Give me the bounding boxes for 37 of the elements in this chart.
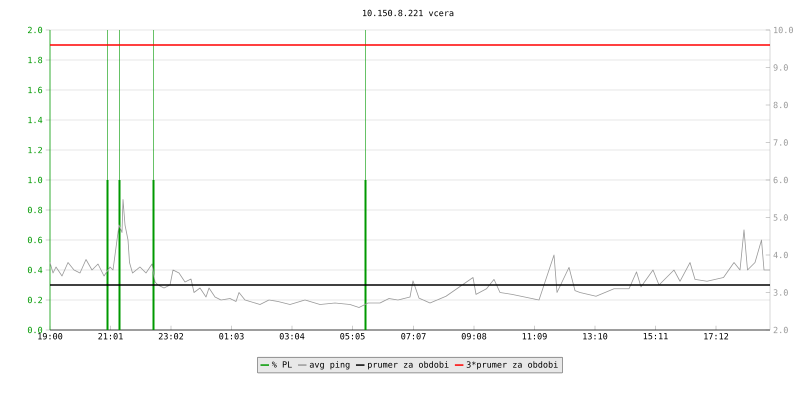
x-tick-label: 07:07 [401, 333, 426, 340]
legend-label: avg ping [310, 361, 350, 370]
y2-tick-label: 2.0 [774, 326, 788, 334]
y-tick-label: 1.0 [28, 176, 42, 184]
x-tick-label: 15:11 [644, 333, 668, 340]
y-tick-label: 2.0 [28, 26, 42, 34]
y-tick-label: 0.0 [28, 326, 42, 334]
x-tick-label: 17:12 [704, 333, 728, 340]
x-tick-label: 21:01 [98, 333, 123, 340]
y-tick-label: 1.8 [28, 56, 42, 64]
y2-tick-label: 8.0 [774, 102, 788, 108]
x-tick-label: 23:02 [158, 333, 184, 340]
x-tick-label: 05:05 [340, 333, 365, 340]
x-tick-label: 01:03 [219, 333, 244, 340]
y2-tick-label: 7.0 [774, 139, 788, 146]
legend-label: prumer za obdobi [368, 361, 449, 370]
x-tick-label: 11:09 [522, 333, 547, 340]
legend-label: 3*prumer za obdobi [466, 361, 558, 370]
x-tick-label: 13:10 [583, 333, 608, 340]
legend-label: % PL [272, 361, 292, 368]
y-tick-label: 0.4 [28, 266, 42, 274]
y2-tick-label: 3.0 [774, 289, 788, 296]
chart-title: 10.150.8.221 vcera [362, 10, 454, 16]
x-tick-label: 19:00 [38, 333, 62, 340]
y-tick-label: 1.4 [28, 116, 42, 124]
y2-tick-label: 10.0 [774, 26, 793, 34]
y-tick-label: 0.2 [28, 296, 42, 304]
y-tick-label: 1.6 [28, 86, 42, 94]
y2-tick-label: 9.0 [774, 64, 788, 71]
y2-tick-label: 5.0 [774, 214, 788, 221]
y-tick-label: 0.8 [28, 206, 42, 214]
x-tick-label: 03:04 [280, 333, 304, 340]
y-tick-label: 1.2 [28, 146, 42, 154]
y2-tick-label: 6.0 [774, 176, 788, 184]
x-tick-label: 09:08 [462, 333, 486, 340]
y2-tick-label: 4.0 [773, 252, 788, 258]
y-tick-label: 0.6 [28, 236, 42, 244]
